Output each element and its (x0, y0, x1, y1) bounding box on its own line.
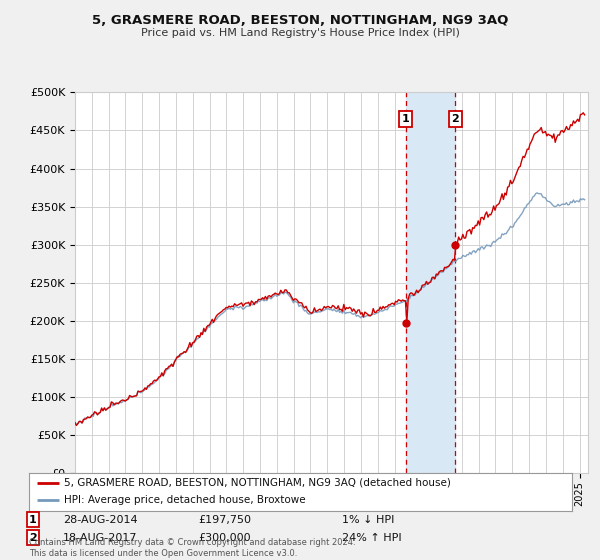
Text: £197,750: £197,750 (198, 515, 251, 525)
Text: 5, GRASMERE ROAD, BEESTON, NOTTINGHAM, NG9 3AQ: 5, GRASMERE ROAD, BEESTON, NOTTINGHAM, N… (92, 14, 508, 27)
Text: HPI: Average price, detached house, Broxtowe: HPI: Average price, detached house, Brox… (64, 496, 306, 506)
Text: 1% ↓ HPI: 1% ↓ HPI (342, 515, 394, 525)
Text: Contains HM Land Registry data © Crown copyright and database right 2024.
This d: Contains HM Land Registry data © Crown c… (29, 538, 355, 558)
Text: Price paid vs. HM Land Registry's House Price Index (HPI): Price paid vs. HM Land Registry's House … (140, 28, 460, 38)
Bar (406, 92, 455, 473)
Text: 28-AUG-2014: 28-AUG-2014 (63, 515, 137, 525)
Text: 2: 2 (29, 533, 37, 543)
Text: 1: 1 (29, 515, 37, 525)
Text: 24% ↑ HPI: 24% ↑ HPI (342, 533, 401, 543)
Text: £300,000: £300,000 (198, 533, 251, 543)
Text: 2: 2 (452, 114, 460, 124)
Text: 5, GRASMERE ROAD, BEESTON, NOTTINGHAM, NG9 3AQ (detached house): 5, GRASMERE ROAD, BEESTON, NOTTINGHAM, N… (64, 478, 451, 488)
Text: 18-AUG-2017: 18-AUG-2017 (63, 533, 137, 543)
Text: 1: 1 (401, 114, 409, 124)
